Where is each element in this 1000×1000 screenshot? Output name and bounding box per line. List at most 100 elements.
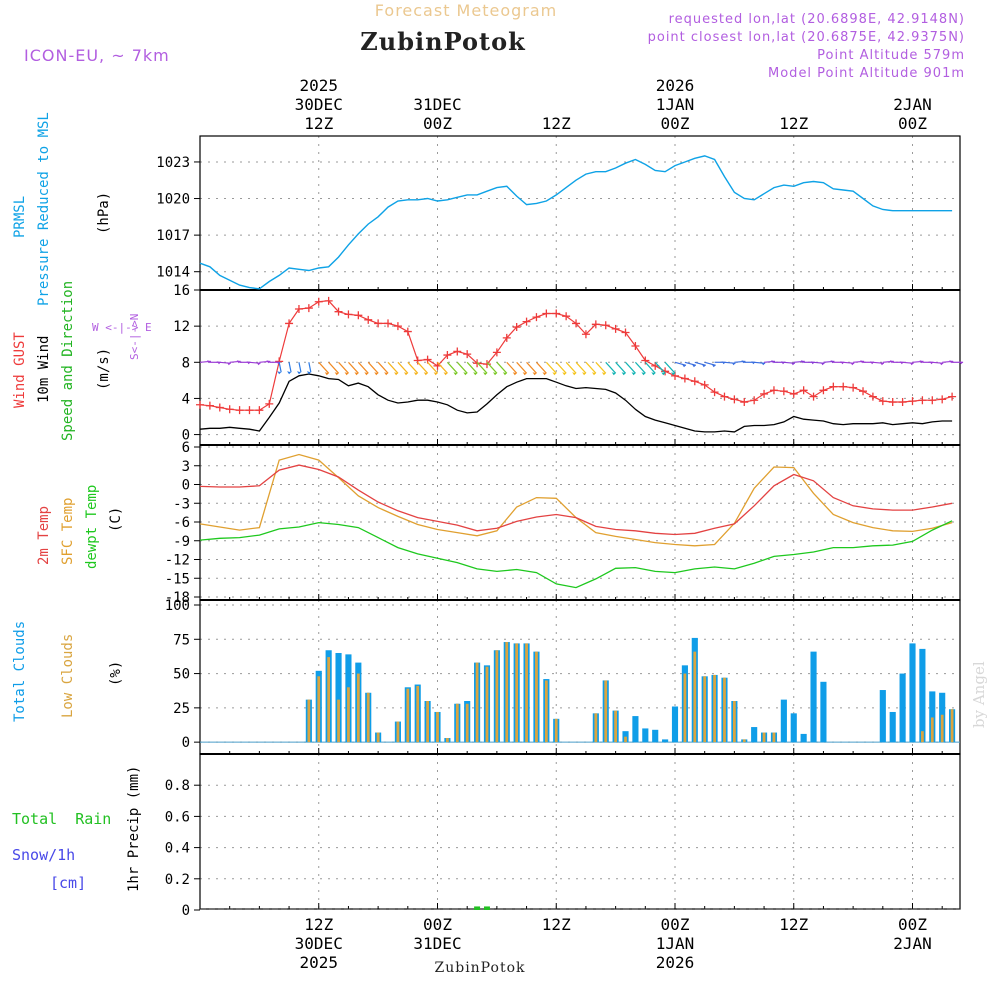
time-axis-label: 12Z (779, 915, 808, 934)
y-tick-label: 1023 (156, 155, 190, 171)
prmsl-unit-label: (hPa) (96, 192, 112, 234)
low-cloud-bar (406, 688, 410, 743)
wind-arrowhead (256, 362, 261, 366)
time-axis-label: 00Z (661, 114, 690, 133)
wind-arrow (516, 361, 528, 374)
gust-marker (878, 397, 887, 406)
low-cloud-bar (693, 651, 697, 743)
wind-arrow (298, 362, 302, 373)
total-cloud-bar (800, 733, 807, 743)
gust-marker (443, 351, 452, 360)
gust-marker (205, 401, 214, 410)
gust-marker (552, 309, 561, 318)
y-tick-label: 50 (173, 667, 190, 683)
gust-label: Wind GUST (12, 332, 28, 408)
wind-arrow (456, 361, 468, 374)
gust-marker (918, 396, 927, 405)
gust-marker (245, 406, 254, 415)
panel-2: 0 4 8 12 16 (173, 283, 961, 446)
gust-marker (403, 327, 412, 336)
wind-arrowhead (207, 360, 211, 364)
wind-arrowhead (463, 372, 468, 376)
model-altitude: Model Point Altitude 901m (768, 66, 965, 81)
wind-arrowhead (453, 372, 458, 376)
wind-arrowhead (919, 360, 924, 364)
low-cloud-bar (317, 676, 321, 743)
wind-arrowhead (651, 372, 656, 376)
low-clouds-label: Low Clouds (60, 634, 76, 718)
gust-marker (760, 389, 769, 398)
low-cloud-bar (337, 699, 340, 743)
low-cloud-bar (772, 732, 776, 743)
low-cloud-bar (930, 717, 934, 743)
y-tick-label: -15 (165, 571, 190, 587)
wind-arrowhead (671, 372, 676, 376)
panel-1: 1014 1017 1020 1023 (156, 135, 961, 291)
low-cloud-bar (465, 703, 469, 743)
time-axis-label: 2JAN (893, 95, 932, 114)
wind-arrow (654, 361, 666, 374)
wind-arrowhead (236, 360, 241, 364)
compass-we-label: W <-|-> E (92, 321, 152, 334)
y-tick-label: 4 (182, 391, 190, 407)
time-axis-label: 00Z (898, 915, 927, 934)
low-cloud-bar (742, 739, 746, 743)
low-cloud-bar (614, 710, 618, 743)
wind-arrow (377, 361, 389, 374)
gust-marker (423, 355, 432, 364)
rain-label: Total Rain (12, 810, 111, 828)
low-cloud-bar (554, 718, 558, 743)
gust-marker (324, 296, 333, 305)
compass-sn-label: S<-|->N (128, 314, 141, 360)
low-cloud-bar (475, 662, 479, 743)
gust-marker (710, 388, 719, 397)
wind-arrowhead (276, 361, 281, 365)
wind-arrowhead (423, 372, 428, 376)
wind-arrow (615, 361, 627, 374)
wind-arrowhead (403, 372, 408, 376)
low-cloud-bar (416, 685, 420, 743)
gust-marker (542, 309, 551, 318)
wind-arrowhead (761, 362, 766, 366)
total-cloud-bar (335, 653, 342, 743)
wind-arrowhead (939, 362, 944, 366)
time-axis-label: 00Z (423, 114, 452, 133)
time-axis-label: 1JAN (656, 934, 695, 953)
wind-arrowhead (591, 372, 596, 376)
wind-arrowhead (324, 372, 329, 376)
gust-marker (799, 386, 808, 395)
wind-arrowhead (711, 364, 716, 368)
total-cloud-bar (780, 699, 787, 743)
time-axis-label: 2026 (656, 76, 695, 95)
wind-arrowhead (631, 372, 636, 376)
wind-arrowhead (691, 364, 696, 368)
total-cloud-bar (909, 643, 916, 743)
gust-marker (849, 383, 858, 392)
y-tick-label: 1017 (156, 228, 190, 244)
low-cloud-bar (505, 642, 509, 743)
time-axis-label: 30DEC (295, 934, 343, 953)
time-axis-label: 1JAN (656, 95, 695, 114)
y-tick-label: 1020 (156, 192, 190, 208)
wind-arrowhead (909, 362, 914, 366)
gust-marker (720, 392, 729, 401)
y-tick-label: 1014 (156, 265, 190, 281)
wind-arrowhead (860, 360, 865, 364)
total-cloud-bar (879, 690, 886, 743)
wind-arrow (595, 361, 607, 374)
gust-marker (661, 367, 670, 376)
dewpt-line (199, 520, 953, 589)
wind-arrowhead (830, 360, 835, 364)
low-cloud-bar (446, 738, 449, 743)
gust-marker (868, 392, 877, 401)
wind-arrowhead (483, 372, 488, 376)
rain-bar (484, 906, 490, 910)
y-tick-label: 12 (173, 319, 190, 335)
time-axis-label: 00Z (661, 915, 690, 934)
dewpt-label: dewpt Temp (84, 485, 100, 569)
gust-marker (374, 319, 383, 328)
gust-marker (314, 297, 323, 306)
low-cloud-bar (525, 643, 528, 743)
y-tick-label: 16 (173, 283, 190, 299)
